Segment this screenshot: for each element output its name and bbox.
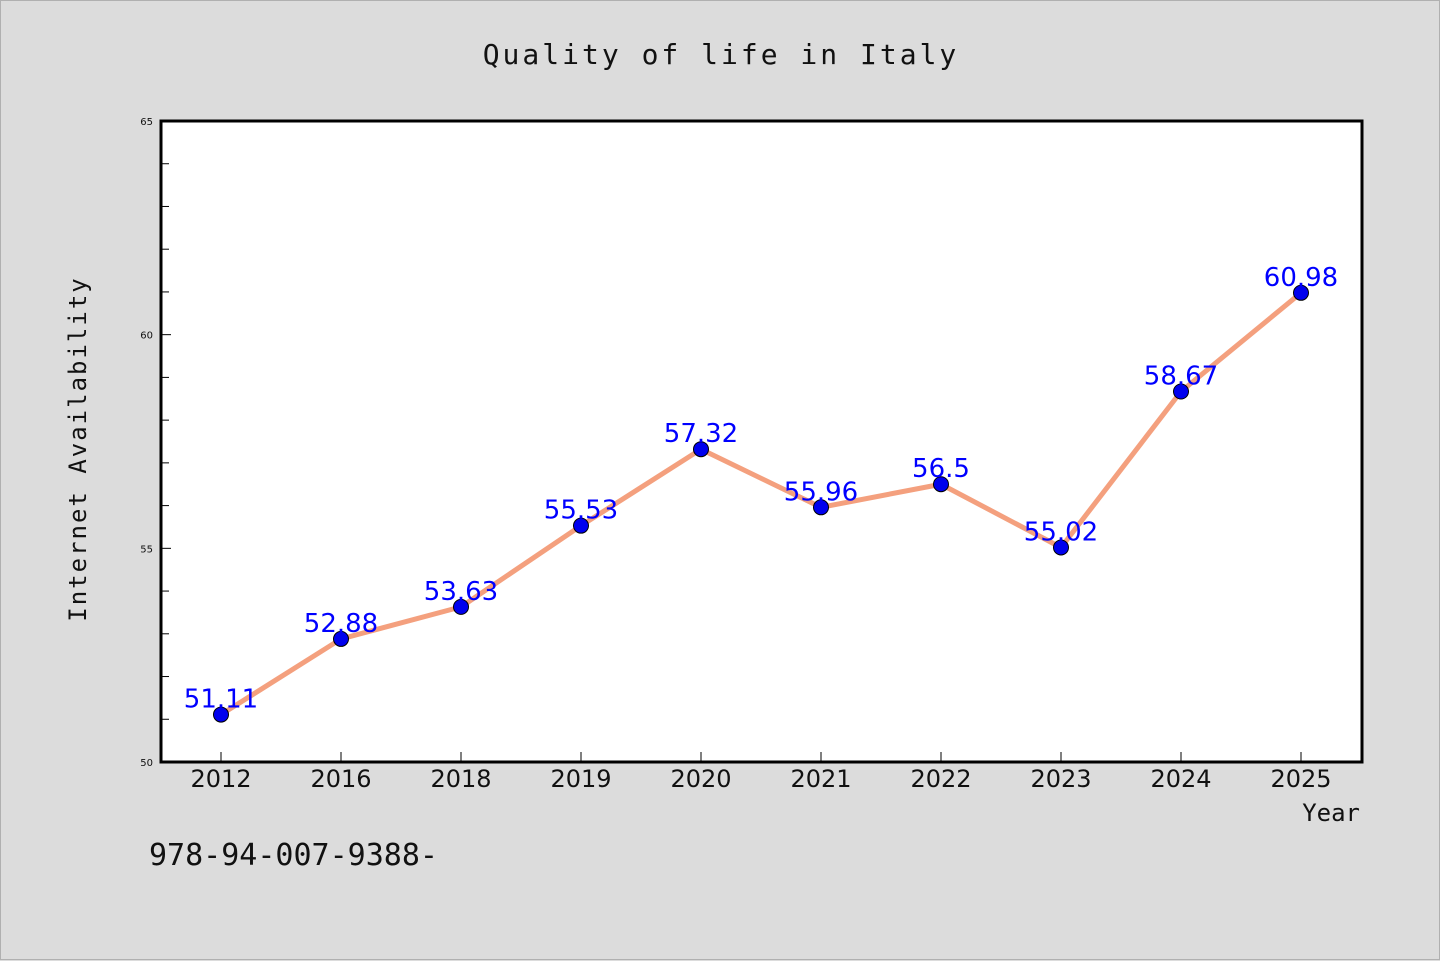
data-label: 55.96 (784, 477, 858, 507)
data-label: 53.63 (424, 577, 498, 607)
data-label: 57.32 (664, 419, 738, 449)
data-label: 52.88 (304, 609, 378, 639)
data-labels: 51.11 52.88 53.63 55.53 57.32 55.96 56.5 55.02 5… (184, 263, 1338, 715)
x-tick-label: 2012 (190, 765, 251, 793)
y-axis-label: Internet Availability (64, 276, 92, 621)
footer-code: 978-94-007-9388- (149, 838, 438, 873)
data-point (693, 441, 709, 458)
data-point (453, 598, 469, 615)
x-tick-label: 2016 (310, 765, 371, 793)
data-point (1053, 539, 1069, 556)
x-axis-label: Year (1302, 799, 1360, 827)
y-tick-label: 55 (140, 544, 153, 555)
y-axis-ticks: 50 55 60 65 (140, 117, 171, 769)
y-tick-label: 50 (140, 758, 153, 769)
data-point (573, 517, 589, 534)
x-tick-label: 2020 (670, 765, 731, 793)
data-label: 55.02 (1024, 517, 1098, 547)
y-tick-label: 60 (140, 331, 153, 342)
x-tick-label: 2019 (550, 765, 611, 793)
data-point (1173, 383, 1189, 400)
x-tick-label: 2025 (1270, 765, 1331, 793)
chart-title: Quality of life in Italy (483, 38, 960, 71)
x-axis-ticks: 2012 2016 2018 2019 2020 2021 2022 2023 2024 2025 (190, 752, 1332, 793)
x-tick-label: 2021 (790, 765, 851, 793)
data-label: 51.11 (184, 685, 258, 715)
plot-area (159, 119, 1364, 764)
data-point (1293, 284, 1309, 301)
data-label: 58.67 (1144, 362, 1218, 392)
series-group (213, 284, 1309, 723)
data-label: 60.98 (1264, 263, 1338, 293)
data-point (933, 476, 949, 493)
x-tick-label: 2024 (1150, 765, 1211, 793)
data-point (813, 499, 829, 516)
x-tick-label: 2022 (910, 765, 971, 793)
data-point (333, 630, 349, 647)
data-label: 56.5 (912, 454, 970, 484)
x-tick-label: 2018 (430, 765, 491, 793)
data-point (213, 706, 229, 723)
series-line (218, 290, 1304, 718)
data-label: 55.53 (544, 496, 618, 526)
x-tick-label: 2023 (1030, 765, 1091, 793)
y-tick-label: 65 (140, 117, 153, 128)
